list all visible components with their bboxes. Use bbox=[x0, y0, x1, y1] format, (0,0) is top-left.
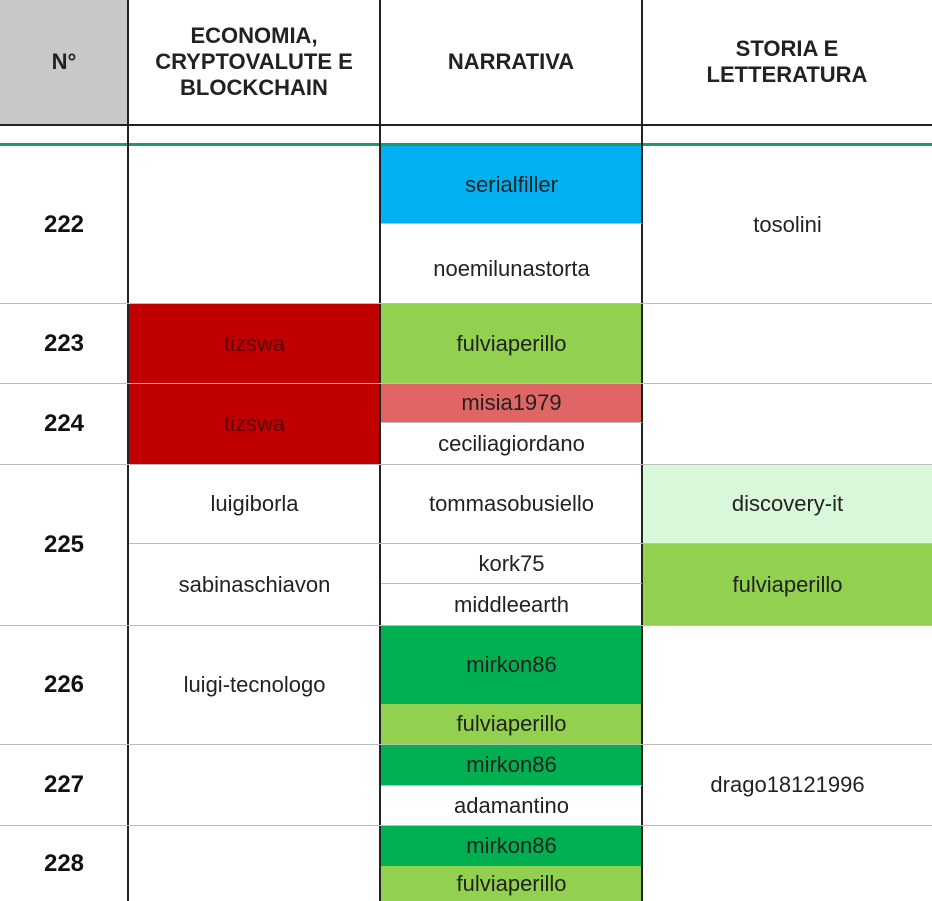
username: drago18121996 bbox=[710, 772, 865, 797]
grid-hline-row-226 bbox=[0, 744, 932, 745]
row-number-text: 228 bbox=[43, 849, 85, 877]
grid-hline-225-mid bbox=[129, 543, 932, 544]
fill-223-economia bbox=[129, 304, 380, 383]
username: luigiborla bbox=[210, 491, 299, 516]
fill-226-narrativa-1 bbox=[381, 626, 642, 704]
cell-225-storia-1: discovery-it bbox=[643, 465, 932, 543]
header-economia: ECONOMIA, CRYPTOVALUTE E BLOCKCHAIN bbox=[128, 0, 380, 124]
username: tosolini bbox=[753, 211, 822, 237]
username: noemilunastorta bbox=[433, 255, 590, 281]
row-number-text: 222 bbox=[43, 210, 85, 238]
header-narrativa-label: NARRATIVA bbox=[447, 49, 575, 74]
fill-228-narrativa-1 bbox=[381, 826, 642, 866]
cell-222-narrativa-2: noemilunastorta bbox=[381, 224, 642, 303]
row-number-223: 223 bbox=[0, 304, 128, 383]
row-number-text: 227 bbox=[43, 771, 85, 798]
username: sabinaschiavon bbox=[178, 571, 331, 597]
grid-hline-row-227 bbox=[0, 825, 932, 826]
grid-hline-227-narr bbox=[381, 785, 642, 786]
header-economia-label: ECONOMIA, CRYPTOVALUTE E BLOCKCHAIN bbox=[155, 23, 353, 100]
fill-224-economia bbox=[129, 384, 380, 464]
username: mirkon86 bbox=[466, 652, 557, 677]
row-number-text: 223 bbox=[43, 329, 85, 357]
username: serialfiller bbox=[465, 171, 558, 197]
grid-hline-222-narr bbox=[381, 223, 642, 224]
header-storia: STORIA E LETTERATURA bbox=[642, 0, 932, 124]
username: kork75 bbox=[478, 550, 545, 576]
cell-228-narrativa-2: fulviaperillo bbox=[381, 866, 642, 901]
grid-hline-225-narr bbox=[381, 583, 642, 584]
row-number-224: 224 bbox=[0, 384, 128, 464]
fill-227-narrativa-1 bbox=[381, 745, 642, 785]
cell-225-narrativa-2: kork75 bbox=[381, 544, 642, 583]
username: fulviaperillo bbox=[732, 571, 843, 597]
row-number-225: 225 bbox=[0, 465, 128, 625]
cell-226-economia: luigi-tecnologo bbox=[129, 626, 380, 744]
row-number-226: 226 bbox=[0, 626, 128, 744]
username: tizswa bbox=[223, 411, 286, 436]
cell-225-economia-2: sabinaschiavon bbox=[129, 544, 380, 625]
username: fulviaperillo bbox=[456, 870, 567, 896]
cell-227-storia: drago18121996 bbox=[643, 745, 932, 825]
username: misia1979 bbox=[461, 390, 562, 415]
username: luigi-tecnologo bbox=[183, 672, 326, 697]
grid-vline-2 bbox=[379, 0, 381, 901]
cell-225-narrativa-3: middleearth bbox=[381, 584, 642, 625]
row-number-text: 225 bbox=[43, 531, 85, 558]
fill-225-storia-1 bbox=[643, 465, 932, 543]
grid-hline-224-narr bbox=[381, 422, 642, 423]
fill-223-narrativa bbox=[381, 304, 642, 383]
cell-223-economia: tizswa bbox=[129, 304, 380, 383]
row-number-227: 227 bbox=[0, 745, 128, 825]
cell-224-economia: tizswa bbox=[129, 384, 380, 464]
fill-225-storia-2 bbox=[643, 544, 932, 625]
row-number-text: 224 bbox=[43, 410, 85, 437]
username: middleearth bbox=[454, 591, 569, 617]
cell-225-storia-2: fulviaperillo bbox=[643, 544, 932, 625]
cell-226-narrativa-1: mirkon86 bbox=[381, 626, 642, 704]
grid-hline-row-224 bbox=[0, 464, 932, 465]
cell-225-economia-1: luigiborla bbox=[129, 465, 380, 543]
cell-226-narrativa-2: fulviaperillo bbox=[381, 704, 642, 744]
cell-222-storia: tosolini bbox=[643, 146, 932, 303]
header-narrativa: NARRATIVA bbox=[380, 0, 642, 124]
username: discovery-it bbox=[731, 491, 844, 516]
grid-hline-row-225 bbox=[0, 625, 932, 626]
cell-223-narrativa: fulviaperillo bbox=[381, 304, 642, 383]
cell-227-narrativa-1: mirkon86 bbox=[381, 745, 642, 785]
username: tizswa bbox=[223, 330, 286, 356]
header-storia-label: STORIA E LETTERATURA bbox=[706, 36, 868, 87]
username: fulviaperillo bbox=[456, 711, 567, 736]
cell-228-narrativa-1: mirkon86 bbox=[381, 826, 642, 866]
grid-vline-3 bbox=[641, 0, 643, 901]
cell-224-narrativa-1: misia1979 bbox=[381, 384, 642, 422]
header-num: N° bbox=[0, 0, 128, 124]
accent-divider bbox=[0, 143, 932, 146]
fill-228-narrativa-2 bbox=[381, 866, 642, 901]
row-number-222: 222 bbox=[0, 146, 128, 303]
username: fulviaperillo bbox=[456, 330, 567, 356]
row-number-228: 228 bbox=[0, 826, 128, 901]
cell-227-narrativa-2: adamantino bbox=[381, 786, 642, 825]
username: mirkon86 bbox=[466, 752, 557, 777]
cell-225-narrativa-1: tommasobusiello bbox=[381, 465, 642, 543]
grid-hline-row-223 bbox=[0, 383, 932, 384]
header-num-label: N° bbox=[51, 49, 77, 74]
username: tommasobusiello bbox=[428, 491, 595, 516]
cell-222-narrativa-1: serialfiller bbox=[381, 146, 642, 223]
row-number-text: 226 bbox=[43, 671, 85, 698]
header-bottom-border bbox=[0, 124, 932, 126]
fill-222-narrativa-1 bbox=[381, 146, 642, 223]
username: adamantino bbox=[454, 792, 569, 818]
username: ceciliagiordano bbox=[438, 430, 585, 456]
grid-hline-row-222 bbox=[0, 303, 932, 304]
grid-vline-1 bbox=[127, 0, 129, 901]
fill-224-narrativa-1 bbox=[381, 384, 642, 422]
cell-224-narrativa-2: ceciliagiordano bbox=[381, 423, 642, 464]
username: mirkon86 bbox=[466, 833, 557, 858]
fill-226-narrativa-2 bbox=[381, 704, 642, 744]
